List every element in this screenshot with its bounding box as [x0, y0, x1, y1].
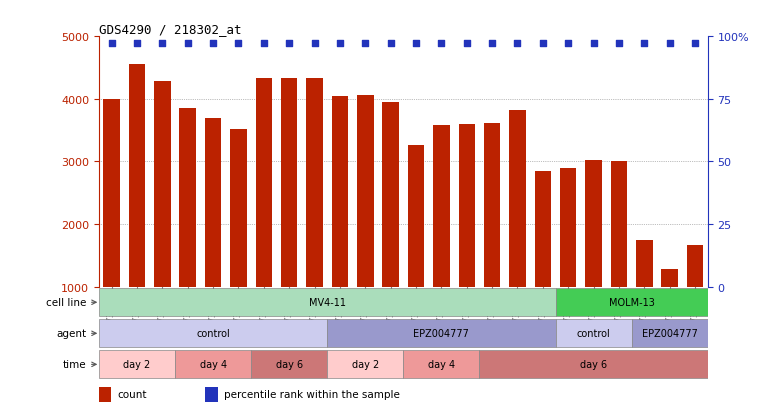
Point	[232, 40, 244, 47]
Text: EPZ004777: EPZ004777	[413, 328, 470, 338]
Bar	[484, 124, 501, 287]
Point	[283, 40, 295, 47]
Bar	[103, 100, 120, 287]
Bar	[327, 351, 403, 378]
Point	[587, 40, 600, 47]
Bar	[230, 130, 247, 287]
Point	[106, 40, 118, 47]
Point	[537, 40, 549, 47]
Text: cell line: cell line	[46, 297, 86, 307]
Bar	[175, 351, 251, 378]
Point	[334, 40, 346, 47]
Bar	[180, 109, 196, 287]
Point	[308, 40, 320, 47]
Bar	[99, 387, 111, 401]
Point	[384, 40, 396, 47]
Point	[638, 40, 651, 47]
Bar	[509, 111, 526, 287]
Bar	[99, 351, 175, 378]
Bar	[556, 289, 708, 316]
Text: EPZ004777: EPZ004777	[642, 328, 698, 338]
Bar	[479, 351, 708, 378]
Bar	[632, 320, 708, 347]
Text: agent: agent	[56, 328, 86, 338]
Point	[689, 40, 701, 47]
Text: day 4: day 4	[428, 359, 455, 369]
Point	[435, 40, 447, 47]
Text: day 4: day 4	[199, 359, 227, 369]
Point	[410, 40, 422, 47]
Text: day 6: day 6	[275, 359, 303, 369]
Bar	[99, 289, 556, 316]
Bar	[382, 103, 399, 287]
Bar	[585, 161, 602, 287]
Bar	[205, 119, 221, 287]
Bar	[403, 351, 479, 378]
Text: day 6: day 6	[580, 359, 607, 369]
Text: percentile rank within the sample: percentile rank within the sample	[224, 389, 400, 399]
Point	[511, 40, 524, 47]
Text: day 2: day 2	[123, 359, 151, 369]
Bar	[99, 320, 327, 347]
Text: control: control	[577, 328, 610, 338]
Text: MV4-11: MV4-11	[309, 297, 345, 307]
Bar	[129, 65, 145, 287]
Bar	[251, 351, 327, 378]
Point	[258, 40, 270, 47]
Point	[664, 40, 676, 47]
Bar	[610, 162, 627, 287]
Text: GDS4290 / 218302_at: GDS4290 / 218302_at	[99, 23, 241, 36]
Bar	[281, 78, 298, 287]
Bar	[306, 79, 323, 287]
Bar	[205, 387, 218, 401]
Bar	[560, 169, 577, 287]
Text: day 2: day 2	[352, 359, 379, 369]
Point	[131, 40, 143, 47]
Bar	[408, 145, 425, 287]
Bar	[636, 240, 653, 287]
Bar	[556, 320, 632, 347]
Bar	[433, 126, 450, 287]
Bar	[327, 320, 556, 347]
Text: MOLM-13: MOLM-13	[609, 297, 654, 307]
Bar	[661, 270, 678, 287]
Bar	[534, 171, 551, 287]
Point	[460, 40, 473, 47]
Bar	[332, 97, 349, 287]
Point	[359, 40, 371, 47]
Point	[613, 40, 625, 47]
Bar	[256, 79, 272, 287]
Bar	[154, 82, 170, 287]
Point	[486, 40, 498, 47]
Bar	[357, 96, 374, 287]
Point	[182, 40, 194, 47]
Point	[207, 40, 219, 47]
Text: time: time	[62, 359, 86, 369]
Text: control: control	[196, 328, 230, 338]
Bar	[458, 125, 475, 287]
Text: count: count	[117, 389, 147, 399]
Bar	[687, 246, 703, 287]
Point	[562, 40, 575, 47]
Point	[156, 40, 168, 47]
